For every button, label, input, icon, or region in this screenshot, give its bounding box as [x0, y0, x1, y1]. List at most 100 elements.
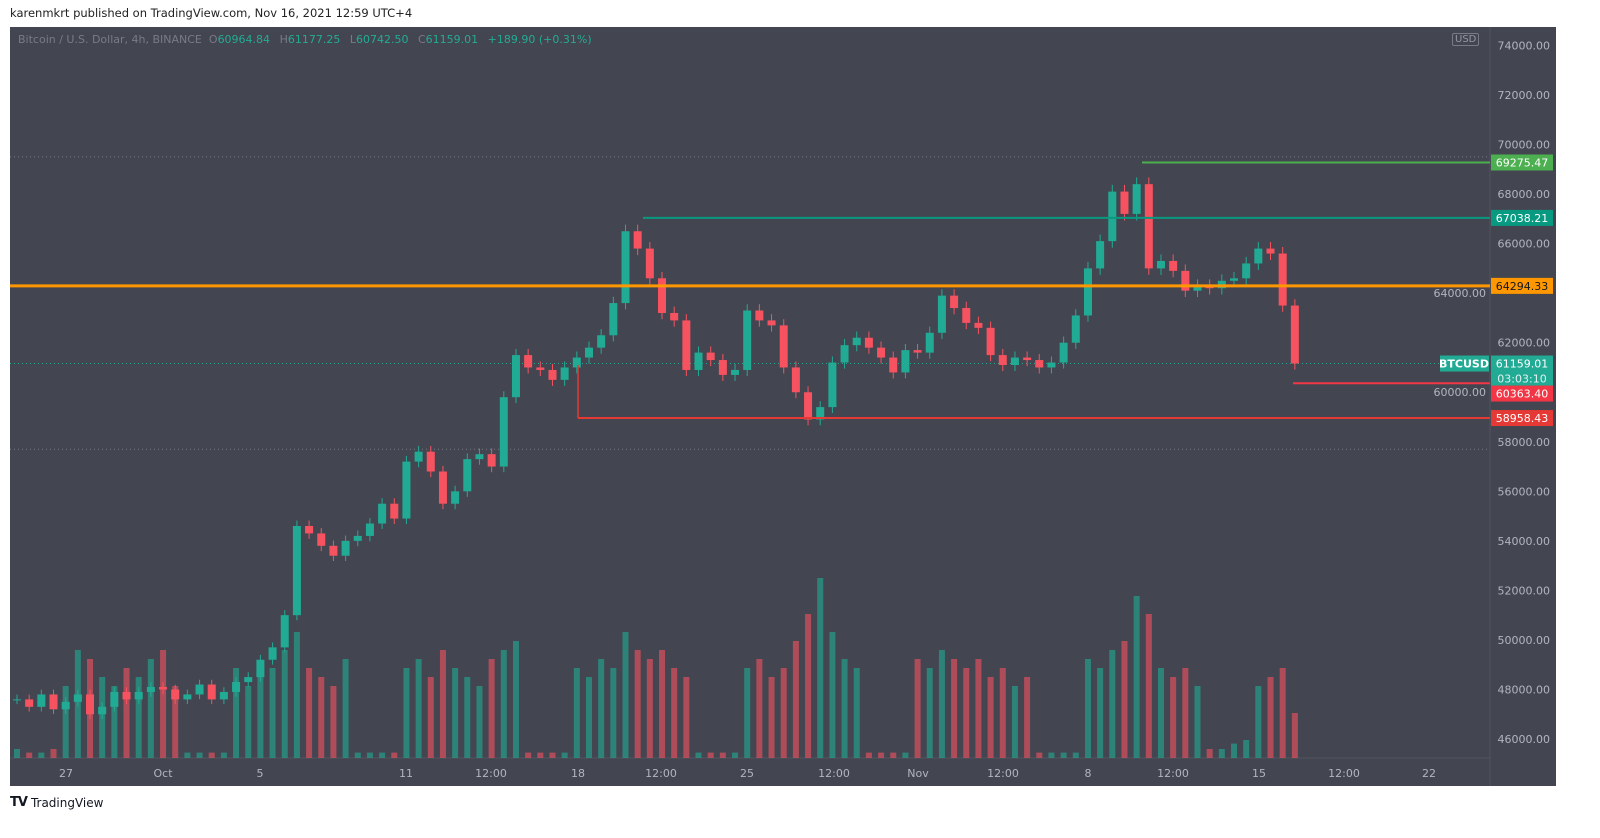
candle-body [767, 320, 776, 326]
y-tick-label: 62000.00 [1498, 337, 1551, 350]
candle-body [718, 360, 727, 375]
candle-body [524, 355, 533, 368]
candle-body [232, 682, 241, 692]
volume-bar [1157, 668, 1164, 758]
volume-bar [792, 641, 799, 758]
volume-bar [598, 659, 605, 758]
candle-body [998, 355, 1007, 365]
candle-body [1120, 191, 1129, 214]
y-tick-label: 52000.00 [1498, 584, 1551, 597]
volume-bar [780, 668, 787, 758]
volume-bar [951, 659, 958, 758]
volume-bar [914, 659, 921, 758]
candle-body [1230, 278, 1238, 281]
volume-bar [160, 650, 167, 758]
candle-body [694, 352, 703, 370]
volume-bar [926, 668, 933, 758]
high-label: H [279, 33, 288, 46]
chart-pane[interactable] [10, 27, 1556, 786]
volume-bar [464, 677, 471, 758]
level-price-tag [1491, 209, 1553, 226]
volume-bar [172, 686, 179, 758]
currency-button[interactable]: USD [1452, 33, 1480, 46]
volume-bar [1243, 740, 1250, 758]
candle-body [913, 350, 922, 353]
volume-bar [123, 668, 130, 758]
volume-bar [354, 752, 361, 758]
x-tick-label: 12:00 [1328, 767, 1360, 780]
candle-body [1096, 241, 1105, 269]
candle-body [98, 706, 107, 715]
volume-bar [1024, 677, 1031, 758]
candle-body [937, 295, 946, 333]
candle-body [329, 545, 338, 556]
y-tick-label: 74000.00 [1498, 39, 1551, 52]
candle-body [499, 397, 508, 467]
candle-body [86, 694, 95, 715]
x-tick-label: 12:00 [475, 767, 507, 780]
volume-bar [646, 659, 653, 758]
brand-name: TradingView [30, 795, 104, 810]
candle-body [621, 231, 630, 304]
volume-bar [1279, 668, 1286, 758]
candle-body [378, 503, 387, 524]
candle-body [219, 691, 228, 700]
level-price-tag [1491, 277, 1553, 294]
volume-bar [452, 668, 459, 758]
change-value: +189.90 (+0.31%) [487, 33, 592, 46]
x-tick-label: 12:00 [987, 767, 1019, 780]
candle-body [597, 335, 606, 348]
candle-body [37, 694, 46, 707]
x-tick-label: 27 [59, 767, 73, 780]
candle-body [13, 699, 21, 701]
candle-body [950, 295, 959, 309]
level-price-tag [1491, 385, 1553, 402]
volume-bar [476, 686, 483, 758]
candle-body [195, 684, 204, 695]
volume-bar [184, 752, 191, 758]
candle-body [341, 540, 350, 556]
x-tick-label: 8 [1085, 767, 1092, 780]
candle-body [511, 355, 520, 398]
close-label: C [417, 33, 426, 46]
candle-body [73, 694, 82, 702]
candle-body [402, 461, 411, 519]
level-price-tag [1491, 410, 1553, 427]
volume-bar [257, 677, 264, 758]
volume-bar [439, 650, 446, 758]
volume-bar [281, 650, 288, 758]
candle-body [1132, 184, 1141, 214]
volume-bar [403, 668, 410, 758]
close-value: 61159.01 [425, 33, 479, 46]
volume-bar [975, 659, 982, 758]
level-price-label: 60363.40 [1496, 388, 1549, 401]
candle-body [804, 392, 813, 420]
x-tick-label: 11 [399, 767, 413, 780]
candle-body [171, 689, 180, 700]
candle-body [244, 677, 253, 683]
volume-bar [683, 677, 690, 758]
volume-bar [829, 632, 836, 758]
volume-bar [890, 752, 897, 758]
y-tick-label: 58000.00 [1498, 436, 1551, 449]
volume-bar [233, 668, 240, 758]
volume-bar [135, 677, 142, 758]
candle-body [840, 345, 849, 363]
y-tick-label: 50000.00 [1498, 634, 1551, 647]
volume-bar [415, 659, 422, 758]
volume-bar [1182, 668, 1189, 758]
volume-bar [756, 659, 763, 758]
candle-body [1266, 248, 1275, 254]
x-tick-label: Nov [907, 767, 929, 780]
tradingview-logo-icon: TV [10, 795, 28, 810]
candle-body [889, 357, 898, 373]
candle-body [463, 459, 472, 492]
candle-body [268, 647, 277, 660]
candle-body [925, 332, 934, 353]
volume-bar [1267, 677, 1274, 758]
candle-body [256, 659, 265, 678]
volume-bar [659, 650, 666, 758]
volume-bar [38, 752, 45, 758]
symbol-tag-label: BTCUSD [1439, 358, 1489, 371]
